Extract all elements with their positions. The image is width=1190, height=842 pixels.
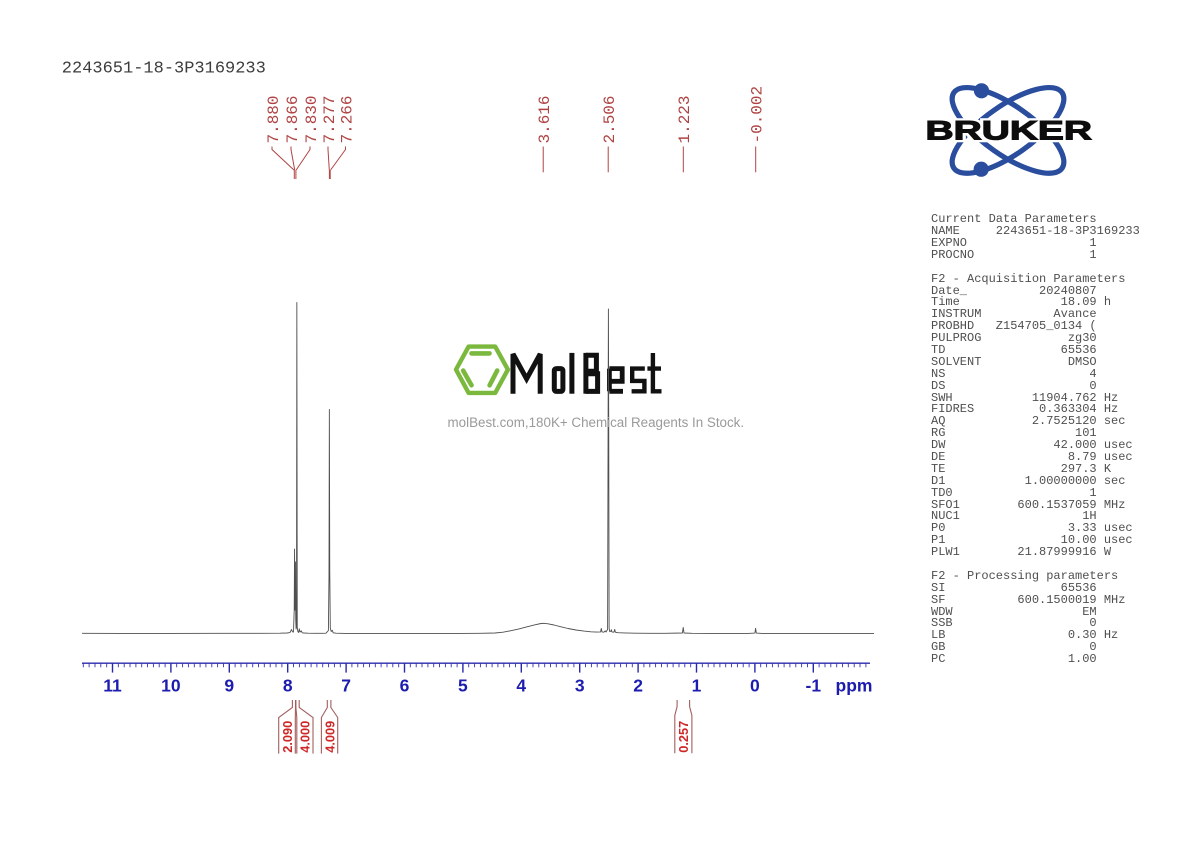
svg-text:1.223: 1.223: [676, 95, 694, 143]
svg-text:BRUKER: BRUKER: [926, 116, 1093, 146]
svg-text:11: 11: [103, 675, 122, 695]
svg-text:9: 9: [224, 675, 234, 695]
svg-text:7.866: 7.866: [284, 95, 302, 143]
svg-text:BRUKER: BRUKER: [926, 116, 1093, 146]
svg-text:6: 6: [400, 675, 410, 695]
svg-text:0: 0: [750, 675, 760, 695]
svg-text:2: 2: [633, 675, 643, 695]
svg-text:2243651-18-3P3169233: 2243651-18-3P3169233: [62, 60, 266, 79]
svg-text:7.266: 7.266: [338, 95, 356, 143]
svg-text:7.880: 7.880: [265, 95, 283, 143]
svg-text:10: 10: [161, 675, 181, 695]
svg-text:2.090: 2.090: [280, 721, 295, 753]
svg-text:4.000: 4.000: [298, 721, 313, 753]
svg-text:1: 1: [692, 675, 702, 695]
svg-text:-0.002: -0.002: [749, 86, 767, 144]
svg-text:2.506: 2.506: [601, 95, 619, 143]
svg-text:7.830: 7.830: [303, 95, 321, 143]
svg-text:ppm: ppm: [836, 675, 873, 695]
svg-text:3: 3: [575, 675, 585, 695]
svg-text:8: 8: [283, 675, 293, 695]
svg-text:5: 5: [458, 675, 468, 695]
svg-text:7: 7: [341, 675, 351, 695]
svg-text:3.616: 3.616: [536, 95, 554, 143]
svg-text:7.277: 7.277: [321, 95, 339, 143]
svg-text:4: 4: [516, 675, 526, 695]
svg-text:4.009: 4.009: [322, 721, 337, 753]
svg-text:-1: -1: [806, 675, 822, 695]
svg-text:0.257: 0.257: [676, 721, 691, 753]
